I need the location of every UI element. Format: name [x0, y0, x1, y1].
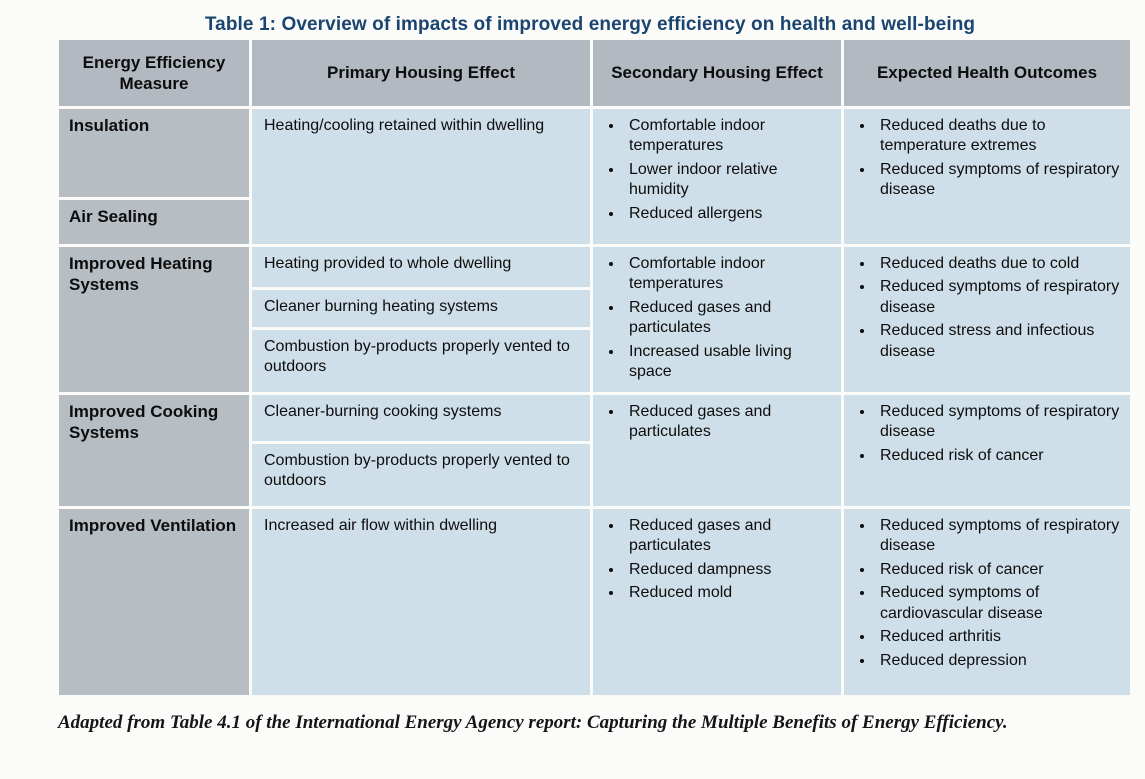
column-header-primary: Primary Housing Effect — [252, 40, 590, 106]
cell-health-cooking: Reduced symptoms of respiratory disease … — [844, 395, 1130, 506]
bullet-item: Reduced gases and particulates — [624, 516, 831, 557]
bullet-item: Reduced deaths due to temperature extrem… — [875, 116, 1120, 157]
cell-health-insulation: Reduced deaths due to temperature extrem… — [844, 109, 1130, 244]
bullet-item: Reduced arthritis — [875, 627, 1120, 647]
bullet-item: Reduced symptoms of respiratory disease — [875, 402, 1120, 443]
bullet-item: Reduced deaths due to cold — [875, 254, 1120, 274]
cell-health-heating: Reduced deaths due to cold Reduced sympt… — [844, 247, 1130, 392]
cell-primary-heating-1: Heating provided to whole dwelling — [252, 247, 590, 287]
bullet-item: Reduced gases and particulates — [624, 402, 831, 443]
cell-measure-heating: Improved Heating Systems — [59, 247, 249, 392]
bullet-item: Comfortable indoor temperatures — [624, 116, 831, 157]
cell-primary-insulation: Heating/cooling retained within dwelling — [252, 109, 590, 244]
cell-primary-heating-3: Combustion by-products properly vented t… — [252, 330, 590, 392]
document-page: Table 1: Overview of impacts of improved… — [0, 0, 1145, 736]
bullet-list: Reduced symptoms of respiratory disease … — [856, 516, 1120, 671]
table-row: Cleaner burning heating systems — [59, 290, 1130, 327]
cell-secondary-insulation: Comfortable indoor temperatures Lower in… — [593, 109, 841, 244]
cell-primary-cooking-2: Combustion by-products properly vented t… — [252, 444, 590, 506]
bullet-item: Reduced dampness — [624, 560, 831, 580]
table-row: Combustion by-products properly vented t… — [59, 444, 1130, 506]
bullet-item: Reduced risk of cancer — [875, 446, 1120, 466]
cell-secondary-heating: Comfortable indoor temperatures Reduced … — [593, 247, 841, 392]
table-row: Improved Ventilation Increased air flow … — [59, 509, 1130, 695]
bullet-item: Reduced symptoms of respiratory disease — [875, 516, 1120, 557]
table-row: Air Sealing — [59, 200, 1130, 244]
cell-measure-cooking: Improved Cooking Systems — [59, 395, 249, 506]
cell-measure-air-sealing: Air Sealing — [59, 200, 249, 244]
bullet-item: Comfortable indoor temperatures — [624, 254, 831, 295]
bullet-item: Reduced risk of cancer — [875, 560, 1120, 580]
bullet-list: Comfortable indoor temperatures Lower in… — [605, 116, 831, 224]
source-note: Adapted from Table 4.1 of the Internatio… — [58, 712, 1008, 733]
bullet-list: Reduced deaths due to cold Reduced sympt… — [856, 254, 1120, 362]
bullet-list: Reduced gases and particulates — [605, 402, 831, 443]
bullet-item: Reduced gases and particulates — [624, 298, 831, 339]
bullet-item: Reduced mold — [624, 583, 831, 603]
table-title: Table 1: Overview of impacts of improved… — [204, 14, 976, 35]
cell-secondary-cooking: Reduced gases and particulates — [593, 395, 841, 506]
bullet-list: Reduced deaths due to temperature extrem… — [856, 116, 1120, 201]
bullet-item: Reduced symptoms of respiratory disease — [875, 160, 1120, 201]
bullet-item: Reduced symptoms of respiratory disease — [875, 277, 1120, 318]
impacts-table: Energy Efficiency Measure Primary Housin… — [56, 37, 1133, 698]
bullet-item: Reduced symptoms of cardiovascular disea… — [875, 583, 1120, 624]
column-header-health: Expected Health Outcomes — [844, 40, 1130, 106]
bullet-item: Reduced stress and infectious disease — [875, 321, 1120, 362]
bullet-item: Reduced depression — [875, 651, 1120, 671]
column-header-measure: Energy Efficiency Measure — [59, 40, 249, 106]
cell-measure-insulation: Insulation — [59, 109, 249, 197]
cell-secondary-ventilation: Reduced gases and particulates Reduced d… — [593, 509, 841, 695]
bullet-item: Lower indoor relative humidity — [624, 160, 831, 201]
table-row: Improved Cooking Systems Cleaner-burning… — [59, 395, 1130, 506]
table-row: Insulation Heating/cooling retained with… — [59, 109, 1130, 244]
cell-primary-ventilation: Increased air flow within dwelling — [252, 509, 590, 695]
table-row: Combustion by-products properly vented t… — [59, 330, 1130, 392]
bullet-item: Increased usable living space — [624, 342, 831, 383]
cell-primary-cooking-1: Cleaner-burning cooking systems — [252, 395, 590, 441]
cell-primary-heating-2: Cleaner burning heating systems — [252, 290, 590, 327]
column-header-secondary: Secondary Housing Effect — [593, 40, 841, 106]
header-row: Energy Efficiency Measure Primary Housin… — [59, 40, 1130, 106]
bullet-list: Comfortable indoor temperatures Reduced … — [605, 254, 831, 383]
cell-health-ventilation: Reduced symptoms of respiratory disease … — [844, 509, 1130, 695]
bullet-list: Reduced gases and particulates Reduced d… — [605, 516, 831, 604]
bullet-list: Reduced symptoms of respiratory disease … — [856, 402, 1120, 466]
bullet-item: Reduced allergens — [624, 204, 831, 224]
table-row: Improved Heating Systems Heating provide… — [59, 247, 1130, 392]
cell-measure-ventilation: Improved Ventilation — [59, 509, 249, 695]
